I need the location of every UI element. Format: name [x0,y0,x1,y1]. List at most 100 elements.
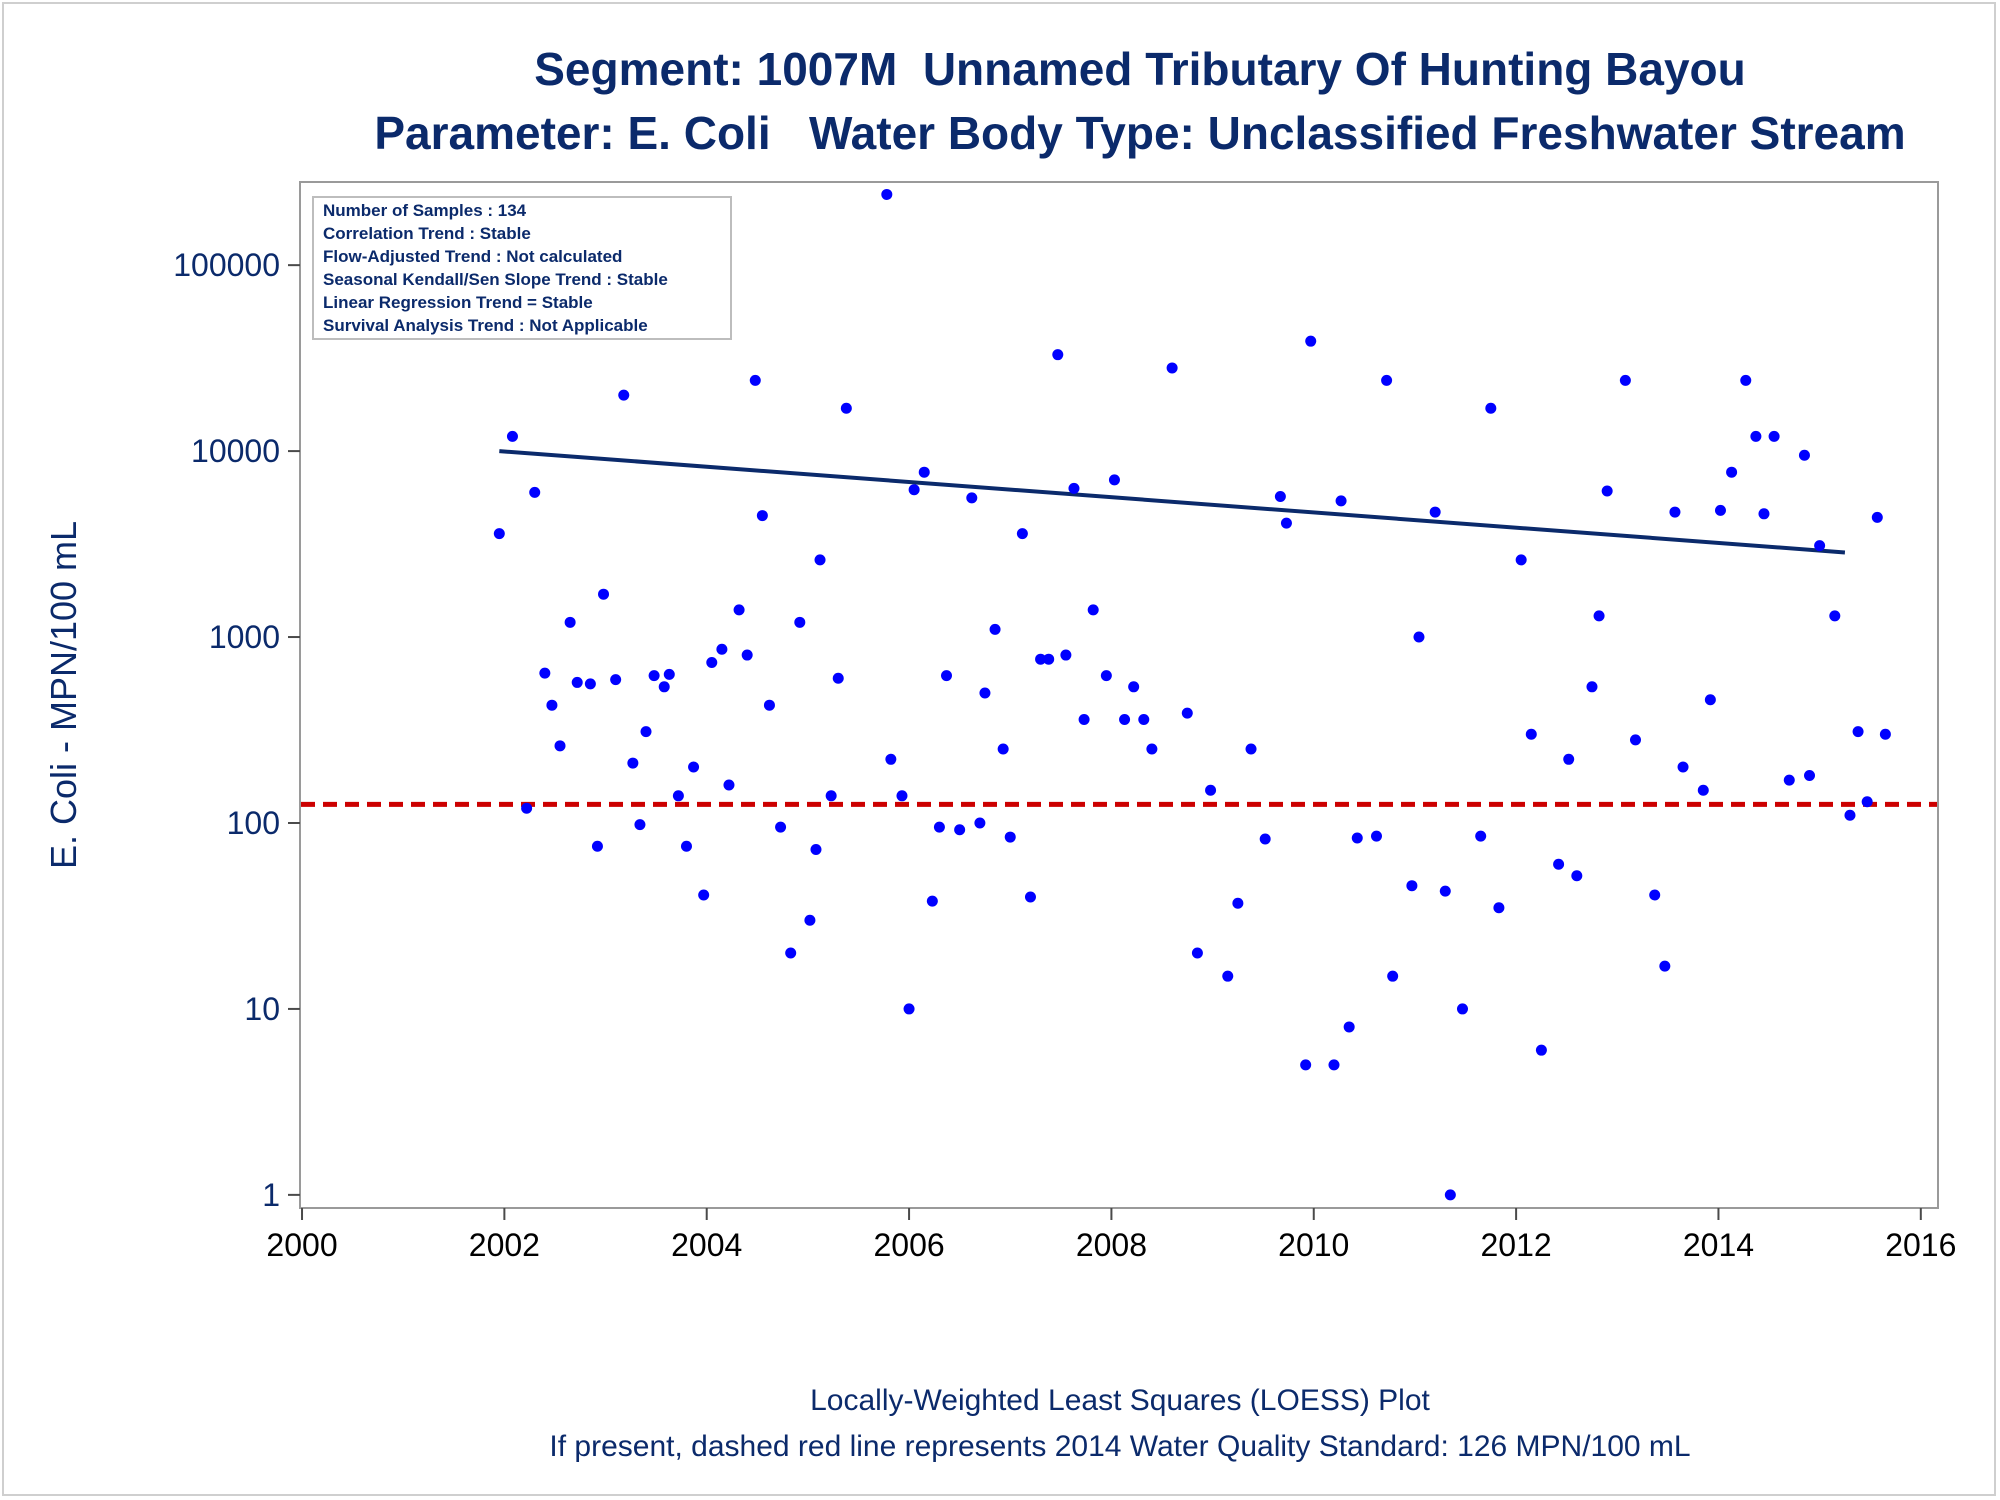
data-point-122 [1758,508,1770,520]
data-point-116 [1697,784,1709,796]
y-tick-label-10000: 10000 [191,433,280,469]
data-point-128 [1829,610,1841,622]
data-point-1 [506,430,518,442]
data-point-14 [618,389,630,401]
data-point-34 [785,947,797,959]
data-point-37 [810,844,822,856]
x-tick-label-2008: 2008 [1076,1227,1147,1263]
data-point-30 [749,374,761,386]
data-point-10 [584,678,596,690]
data-point-104 [1553,858,1565,870]
data-point-96 [1444,1189,1456,1201]
data-point-11 [591,840,603,852]
info-line-0: Number of Samples : 134 [323,201,527,220]
data-point-70 [1128,681,1140,693]
data-point-101 [1515,554,1527,566]
data-point-84 [1305,335,1317,347]
footnote-standard: If present, dashed red line represents 2… [549,1430,1691,1463]
data-point-27 [723,779,735,791]
data-point-67 [1100,670,1112,682]
data-point-93 [1413,631,1425,643]
data-point-66 [1087,604,1099,616]
data-point-109 [1601,485,1613,497]
data-point-49 [933,821,945,833]
info-line-4: Linear Regression Trend = Stable [323,293,593,312]
data-point-29 [741,649,753,661]
data-point-115 [1677,761,1689,773]
chart-subtitle: Parameter: E. Coli Water Body Type: Uncl… [374,107,1906,159]
data-point-82 [1280,517,1292,529]
data-point-107 [1586,681,1598,693]
x-tick-label-2006: 2006 [873,1227,944,1263]
data-point-48 [926,895,938,907]
data-point-16 [634,819,646,831]
data-point-131 [1861,796,1873,808]
data-point-5 [539,667,551,679]
data-point-97 [1456,1003,1468,1015]
data-point-102 [1525,728,1537,740]
data-point-81 [1274,490,1286,502]
x-tick-label-2010: 2010 [1278,1227,1349,1263]
data-point-54 [979,687,991,699]
data-point-88 [1351,832,1363,844]
data-point-23 [688,761,700,773]
data-point-73 [1166,362,1178,374]
data-point-90 [1381,374,1393,386]
data-point-57 [1004,831,1016,843]
footnote-loess: Locally-Weighted Least Squares (LOESS) P… [810,1384,1430,1417]
data-point-80 [1259,833,1271,845]
data-point-53 [974,817,986,829]
data-point-98 [1475,830,1487,842]
data-point-75 [1191,947,1203,959]
data-point-113 [1659,960,1671,972]
axes: 2000 2002 2004 2006 2008 2010 2012 2014 2016 1 10 1… [173,181,1956,1263]
data-point-99 [1485,402,1497,414]
data-point-42 [881,188,893,200]
data-point-59 [1024,891,1036,903]
data-point-94 [1429,506,1441,518]
y-axis-label: E. Coli - MPN/100 mL [43,521,84,869]
data-point-103 [1535,1044,1547,1056]
data-point-6 [546,699,558,711]
info-line-5: Survival Analysis Trend : Not Applicable [323,316,648,335]
data-point-38 [814,554,826,566]
x-tick-label-2012: 2012 [1481,1227,1552,1263]
data-point-15 [627,757,639,769]
data-point-33 [775,821,787,833]
data-point-133 [1879,728,1891,740]
data-point-68 [1108,474,1120,486]
data-point-83 [1300,1059,1312,1071]
data-point-50 [940,670,952,682]
data-point-24 [698,889,710,901]
y-tick-label-100000: 100000 [173,247,280,283]
data-point-125 [1798,449,1810,461]
data-point-119 [1726,466,1738,478]
data-point-123 [1768,430,1780,442]
data-point-44 [896,790,908,802]
data-point-13 [610,674,622,686]
data-point-69 [1119,714,1131,726]
data-point-58 [1016,528,1028,540]
data-point-71 [1138,714,1150,726]
data-point-92 [1406,880,1418,892]
data-point-7 [554,740,566,752]
data-point-18 [648,670,660,682]
data-point-12 [598,588,610,600]
data-point-87 [1343,1021,1355,1033]
y-tick-label-100: 100 [227,805,280,841]
data-point-47 [918,466,930,478]
data-point-110 [1619,374,1631,386]
data-point-61 [1043,653,1055,665]
data-point-62 [1052,349,1064,361]
x-tick-label-2004: 2004 [671,1227,742,1263]
x-tick-label-2016: 2016 [1885,1227,1956,1263]
data-point-132 [1871,511,1883,523]
data-point-20 [663,668,675,680]
data-point-41 [840,402,852,414]
data-point-95 [1439,885,1451,897]
data-point-22 [680,840,692,852]
data-point-65 [1078,714,1090,726]
data-point-17 [640,726,652,738]
data-point-19 [658,681,670,693]
